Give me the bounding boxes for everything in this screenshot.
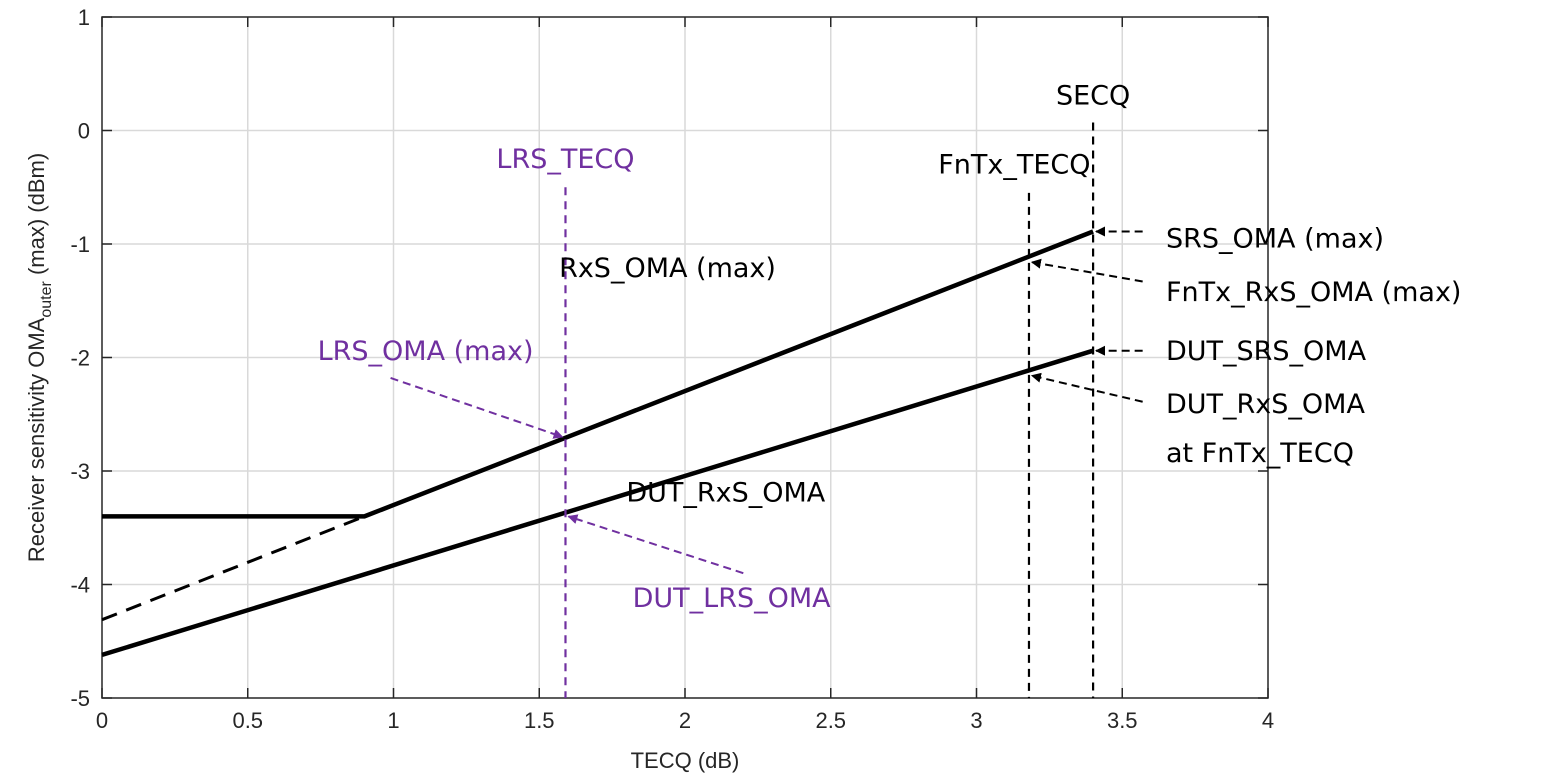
series-lines xyxy=(101,229,1094,658)
axis-ticks: 0 0.5 1 1.5 2 2.5 3 3.5 4 -5 -4 -3 -2 -1 0 1 xyxy=(70,5,1274,733)
y-tick-label: -5 xyxy=(70,686,90,711)
x-tick-label: 0 xyxy=(96,708,108,733)
y-axis-title: Receiver sensitivity OMAouter (max) (dBm… xyxy=(24,153,55,562)
y-axis-title-sub: outer xyxy=(38,281,55,318)
dut-srs-oma-label: DUT_SRS_OMA xyxy=(1166,336,1367,367)
lrs-oma-label: LRS_OMA (max) xyxy=(318,336,534,367)
y-tick-label: -4 xyxy=(70,573,90,598)
x-tick-label: 2.5 xyxy=(815,708,846,733)
secq-label: SECQ xyxy=(1056,80,1130,111)
arrow-dut-lrs-oma xyxy=(567,514,744,575)
dut-lrs-oma-label: DUT_LRS_OMA xyxy=(633,583,832,614)
y-tick-label: -3 xyxy=(70,459,90,484)
arrow-dut-rxs-oma-fntx xyxy=(1030,372,1143,403)
marker-lines xyxy=(564,122,1095,698)
x-axis-title: TECQ (dB) xyxy=(631,748,740,773)
y-tick-label: 0 xyxy=(78,119,90,144)
lrs-tecq-label: LRS_TECQ xyxy=(496,144,634,175)
dut-rxs-oma-fntx-label-1: DUT_RxS_OMA xyxy=(1166,389,1365,420)
y-tick-label: -1 xyxy=(70,232,90,257)
dut-rxs-oma-fntx-label-2: at FnTx_TECQ xyxy=(1166,438,1354,469)
x-tick-label: 1 xyxy=(387,708,399,733)
x-tick-label: 0.5 xyxy=(232,708,263,733)
x-tick-label: 1.5 xyxy=(524,708,555,733)
x-tick-label: 3 xyxy=(970,708,982,733)
fntx-tecq-label: FnTx_TECQ xyxy=(938,150,1090,181)
y-axis-title-tail: (max) (dBm) xyxy=(24,153,49,281)
series-line-rxs xyxy=(102,229,1094,519)
x-tick-label: 4 xyxy=(1262,708,1274,733)
fntx-rxs-oma-label: FnTx_RxS_OMA (max) xyxy=(1166,277,1461,308)
arrow-lrs-oma xyxy=(390,376,564,439)
rxs-oma-label: RxS_OMA (max) xyxy=(559,253,776,284)
x-tick-label: 3.5 xyxy=(1107,708,1138,733)
dut-rxs-oma-label: DUT_RxS_OMA xyxy=(626,478,825,509)
arrow-fntx-rxs-oma xyxy=(1030,258,1143,283)
y-tick-label: 1 xyxy=(78,5,90,30)
annotation-labels: LRS_TECQ FnTx_TECQ SECQ RxS_OMA (max) DUT_Rx… xyxy=(318,80,1462,614)
x-tick-label: 2 xyxy=(679,708,691,733)
series-line-rxs-ext xyxy=(101,515,365,622)
y-tick-label: -2 xyxy=(70,346,90,371)
y-axis-title-main: Receiver sensitivity OMA xyxy=(24,317,49,562)
series-line-dut xyxy=(101,348,1094,658)
annotation-arrows xyxy=(390,226,1143,575)
srs-oma-label: SRS_OMA (max) xyxy=(1166,223,1384,254)
